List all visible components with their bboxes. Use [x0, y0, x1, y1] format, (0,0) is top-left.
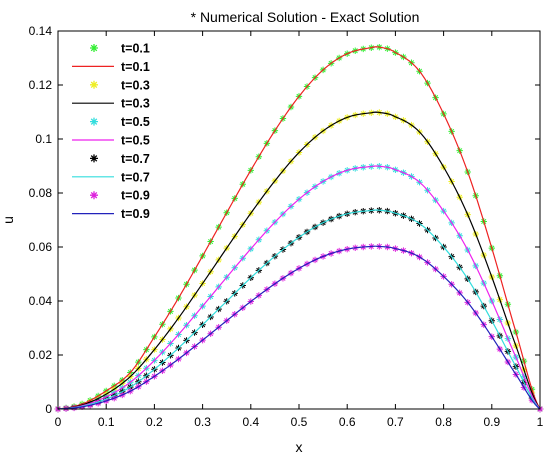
y-tick-label: 0.06	[29, 240, 53, 254]
legend-entry: t=0.1	[90, 42, 150, 56]
y-tick-label: 0.04	[29, 294, 53, 308]
legend-marker-swatch	[90, 117, 98, 126]
y-tick-label: 0.1	[35, 132, 52, 146]
legend-label: t=0.1	[121, 60, 150, 74]
legend-label: t=0.3	[121, 97, 150, 111]
series-line-7	[57, 209, 541, 410]
series-line-3	[57, 111, 541, 410]
legend-entry: t=0.5	[72, 134, 150, 148]
legend-entry: t=0.9	[90, 189, 150, 203]
x-tick-label: 0.1	[98, 415, 115, 429]
series-line	[57, 245, 541, 410]
x-axis-label: x	[296, 439, 303, 455]
axes: 0 0.1 0.2 0.3 0.4 0.5 0.6 0.7 0.8 0.9 1 0 0.02 0.04 0.…	[29, 24, 544, 429]
x-tick-label: 0.6	[339, 415, 356, 429]
chart-title: * Numerical Solution - Exact Solution	[191, 9, 420, 25]
x-tick-label: 0.4	[242, 415, 259, 429]
legend: t=0.1 t=0.1 t=0.3 t=0.3 t=0.5 t=0.5 t=0.7 t=0.7…	[72, 42, 150, 221]
legend-marker-swatch	[90, 44, 98, 52]
legend-label: t=0.9	[121, 207, 150, 221]
x-tick-label: 0.2	[146, 415, 163, 429]
x-tick-label: 0.5	[291, 415, 308, 429]
y-tick-label: 0.12	[29, 78, 53, 92]
legend-label: t=0.1	[121, 42, 150, 56]
legend-label: t=0.3	[121, 78, 150, 92]
legend-label: t=0.7	[121, 152, 150, 166]
legend-marker-swatch	[90, 191, 98, 200]
legend-entry: t=0.9	[72, 207, 150, 221]
series-line	[57, 111, 541, 410]
legend-label: t=0.5	[121, 115, 150, 129]
legend-entry: t=0.7	[72, 170, 150, 184]
x-tick-label: 0.7	[387, 415, 404, 429]
series-line	[57, 46, 541, 410]
legend-entry: t=0.1	[72, 60, 150, 74]
legend-entry: t=0.3	[90, 78, 150, 92]
y-tick-label: 0	[45, 402, 52, 416]
legend-marker-swatch	[90, 154, 98, 163]
legend-entry: t=0.5	[90, 115, 150, 129]
legend-entry: t=0.3	[72, 97, 150, 111]
y-axis-label: u	[0, 216, 16, 224]
y-tick-label: 0.14	[29, 24, 53, 38]
legend-entry: t=0.7	[90, 152, 150, 166]
plot-marks	[54, 43, 544, 413]
legend-label: t=0.7	[121, 170, 150, 184]
x-tick-label: 0	[55, 415, 62, 429]
x-tick-label: 1	[537, 415, 544, 429]
y-tick-label: 0.08	[29, 186, 53, 200]
series-line-1	[57, 46, 541, 410]
x-tick-label: 0.8	[435, 415, 452, 429]
x-tick-label: 0.9	[483, 415, 500, 429]
series-line	[57, 209, 541, 410]
x-tick-label: 0.3	[194, 415, 211, 429]
legend-label: t=0.5	[121, 134, 150, 148]
legend-label: t=0.9	[121, 189, 150, 203]
series-line-5	[57, 165, 541, 410]
series-line	[57, 165, 541, 410]
y-tick-label: 0.02	[29, 348, 53, 362]
legend-marker-swatch	[90, 80, 98, 89]
series-line-9	[57, 245, 541, 410]
